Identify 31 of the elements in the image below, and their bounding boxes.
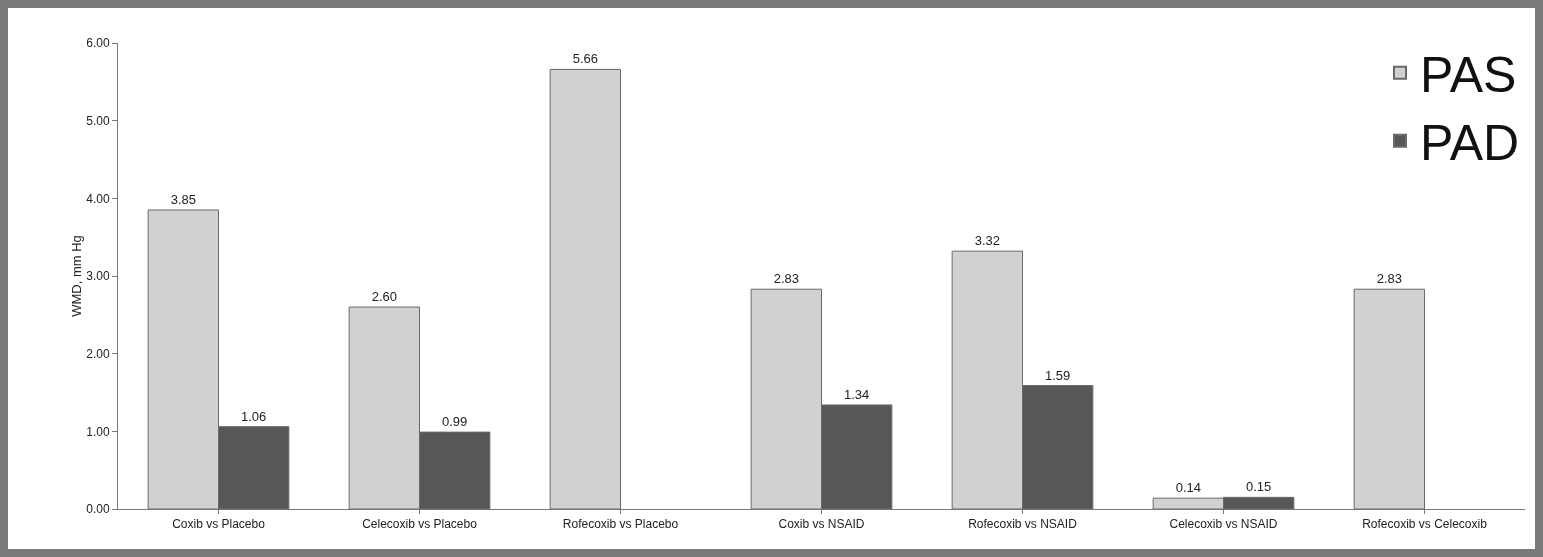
y-axis-title: WMD, mm Hg <box>69 235 85 317</box>
x-tick-label: Rofecoxib vs NSAID <box>968 517 1078 532</box>
x-tick-label: Rofecoxib vs Celecoxib <box>1362 517 1488 532</box>
x-tick-label: Coxib vs Placebo <box>172 517 266 532</box>
data-label: 0.99 <box>442 414 468 430</box>
x-tick-label: Celecoxib vs NSAID <box>1169 517 1278 532</box>
data-label: 5.66 <box>572 51 598 67</box>
y-tick-label: 2.00 <box>86 346 110 361</box>
data-label: 2.83 <box>1376 271 1402 287</box>
legend-label: PAS <box>1420 47 1517 104</box>
bar <box>1353 288 1425 509</box>
data-label: 1.34 <box>844 386 870 402</box>
x-tick-label: Coxib vs NSAID <box>778 517 865 532</box>
data-label: 2.83 <box>773 271 799 287</box>
bar <box>549 68 621 509</box>
data-label: 0.14 <box>1175 480 1201 496</box>
y-tick-label: 0.00 <box>86 502 110 517</box>
data-label: 1.59 <box>1045 367 1071 383</box>
y-tick-label: 1.00 <box>86 424 110 439</box>
data-label: 3.85 <box>170 191 196 207</box>
y-tick-label: 5.00 <box>86 113 110 128</box>
y-tick-label: 6.00 <box>86 36 110 51</box>
data-label: 2.60 <box>371 289 397 305</box>
data-label: 1.06 <box>241 408 267 424</box>
x-tick-label: Celecoxib vs Placebo <box>362 517 478 532</box>
legend-label: PAD <box>1420 115 1520 172</box>
data-label: 0.15 <box>1246 479 1272 495</box>
y-tick-label: 4.00 <box>86 191 110 206</box>
x-tick-label: Rofecoxib vs Placebo <box>562 517 679 532</box>
y-tick-label: 3.00 <box>86 269 110 284</box>
data-label: 3.32 <box>974 233 1000 249</box>
